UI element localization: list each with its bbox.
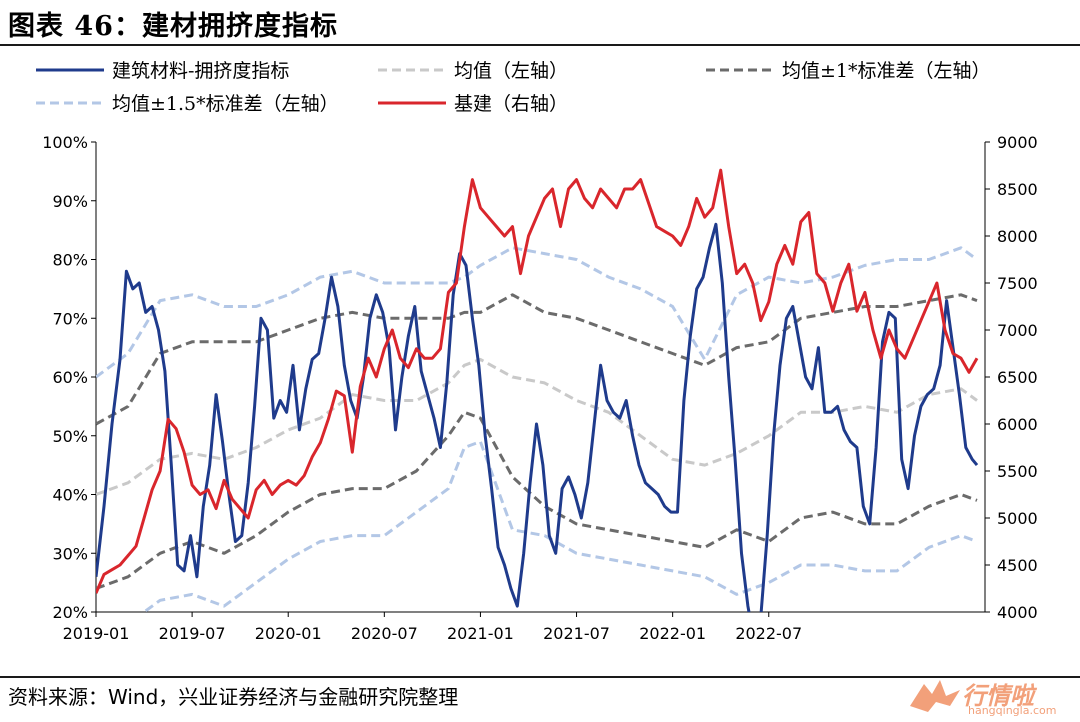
watermark: 行情啦 hangqingla.com [906,676,1076,718]
left-tick-label: 60% [52,368,88,387]
left-tick-label: 80% [52,251,88,270]
right-tick-label: 5000 [997,509,1038,528]
series-line-5 [96,246,978,379]
eagle-logo-icon [910,680,960,712]
left-tick-label: 100% [42,133,88,152]
source-note: 资料来源：Wind，兴业证券经济与金融研究院整理 [8,685,459,709]
right-tick-label: 4000 [997,603,1038,622]
right-tick-label: 8500 [997,180,1038,199]
title-divider [0,44,1080,46]
page-title: 图表 46：建材拥挤度指标 [8,11,338,42]
right-tick-label: 9000 [997,133,1038,152]
x-tick-label: 2019-07 [159,624,226,643]
left-tick-label: 30% [52,544,88,563]
x-tick-label: 2020-01 [255,624,322,643]
left-tick-label: 40% [52,486,88,505]
watermark-text: 行情啦 [962,682,1034,710]
left-tick-label: 90% [52,192,88,211]
series-line-4 [141,440,978,612]
watermark-url: hangqingla.com [968,704,1057,717]
right-tick-label: 5500 [997,462,1038,481]
x-tick-label: 2019-01 [63,624,130,643]
series-line-2 [96,410,978,590]
chart-plot-area [96,168,979,612]
legend-label: 均值（左轴） [454,60,568,82]
x-tick-label: 2021-01 [447,624,514,643]
right-tick-label: 6000 [997,415,1038,434]
x-tick-label: 2022-01 [639,624,706,643]
right-tick-label: 4500 [997,556,1038,575]
right-tick-label: 6500 [997,368,1038,387]
chart-axes: 20% 30% 40% 50% 60% 70% 80% 90% 100% 4000 4500 5000… [42,133,1037,643]
series-line-0 [96,222,979,612]
footer-divider [0,676,1080,678]
legend-label: 均值±1.5*标准差（左轴） [112,93,339,115]
dual-axis-line-chart: 建筑材料-拥挤度指标 均值（左轴） 均值±1*标准差（左轴） 均值±1.5*标准差（左… [36,60,1038,643]
x-tick-label: 2021-07 [543,624,610,643]
x-tick-label: 2022-07 [735,624,802,643]
series-line-6 [96,168,979,594]
series-line-3 [96,293,978,426]
left-tick-label: 70% [52,309,88,328]
series-line-1 [96,357,978,496]
legend-label: 均值±1*标准差（左轴） [782,60,991,82]
right-tick-label: 7000 [997,321,1038,340]
left-tick-label: 50% [52,427,88,446]
legend-label: 基建（右轴） [454,93,568,115]
right-tick-label: 8000 [997,227,1038,246]
legend-label: 建筑材料-拥挤度指标 [112,60,289,82]
chart-legend: 建筑材料-拥挤度指标 均值（左轴） 均值±1*标准差（左轴） 均值±1.5*标准差（左… [36,60,991,115]
x-tick-label: 2020-07 [351,624,418,643]
right-tick-label: 7500 [997,274,1038,293]
left-tick-label: 20% [52,603,88,622]
